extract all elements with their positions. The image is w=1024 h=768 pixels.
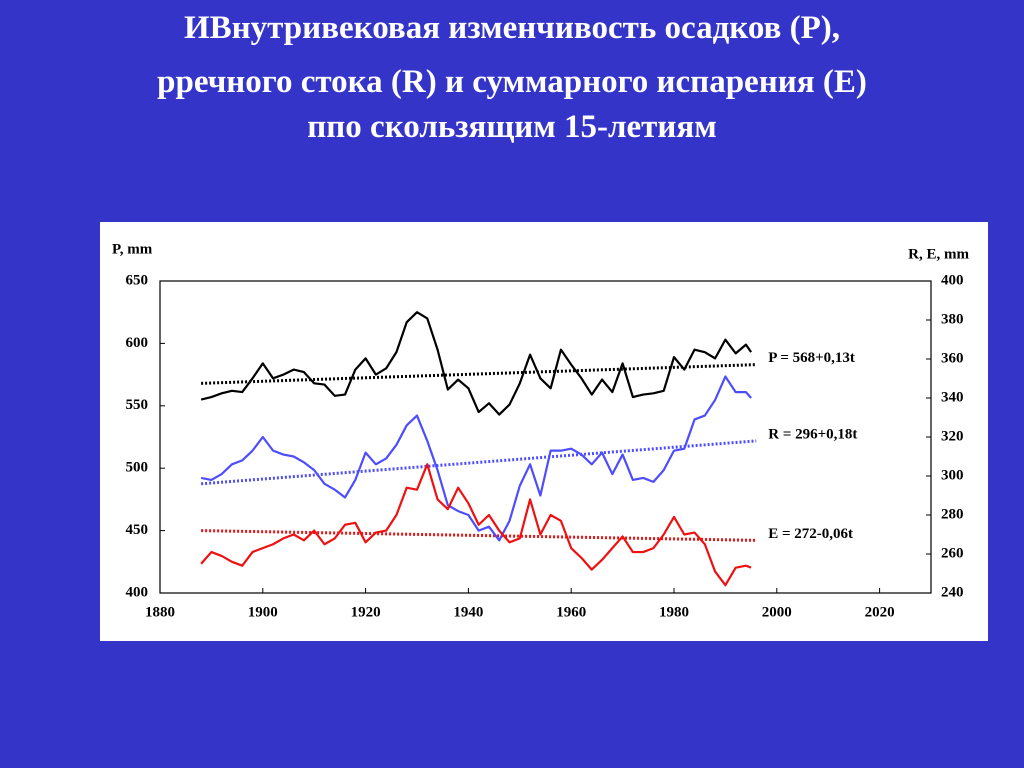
y-tick-label: 400 [126,584,149,600]
x-tick-label: 1880 [145,604,175,620]
x-tick-label: 1900 [248,604,278,620]
y-tick-label: 650 [126,272,149,288]
y2-tick-label: 320 [941,428,964,444]
trend-line [201,439,757,486]
y2-tick-label: 260 [941,545,964,561]
y2-tick-label: 340 [941,389,964,405]
trend-equation: R = 296+0,18t [768,426,857,442]
y-axis-label: P, mm [112,241,153,257]
y2-tick-label: 240 [941,584,964,600]
x-tick-label: 1980 [659,604,689,620]
x-tick-label: 1960 [556,604,586,620]
x-tick-label: 2000 [762,604,792,620]
y2-tick-label: 300 [941,467,964,483]
y-tick-label: 600 [126,335,149,351]
title-line: ппо скользящим 15-летиям [307,109,716,145]
x-tick-label: 1940 [453,604,483,620]
series-line [200,311,753,416]
title-line: ИВнутривековая изменчивость осадков (Р), [184,10,840,46]
y2-tick-label: 360 [941,350,964,366]
series-line [200,375,752,542]
y2-axis-label: R, E, mm [908,246,969,262]
y2-tick-label: 380 [941,311,964,327]
chart-panel [100,222,988,641]
trend-line [201,529,757,542]
y-tick-label: 450 [126,522,149,538]
series-line [200,463,752,587]
y-tick-label: 500 [126,460,149,476]
x-tick-label: 1920 [351,604,381,620]
y2-tick-label: 400 [941,272,964,288]
title-line: рречного стока (R) и суммарного испарени… [157,64,867,100]
y-tick-label: 550 [126,397,149,413]
trend-equation: P = 568+0,13t [768,350,855,366]
x-tick-label: 2020 [865,604,895,620]
trend-equation: E = 272-0,06t [768,526,853,542]
trend-line [201,363,757,385]
y2-tick-label: 280 [941,506,964,522]
